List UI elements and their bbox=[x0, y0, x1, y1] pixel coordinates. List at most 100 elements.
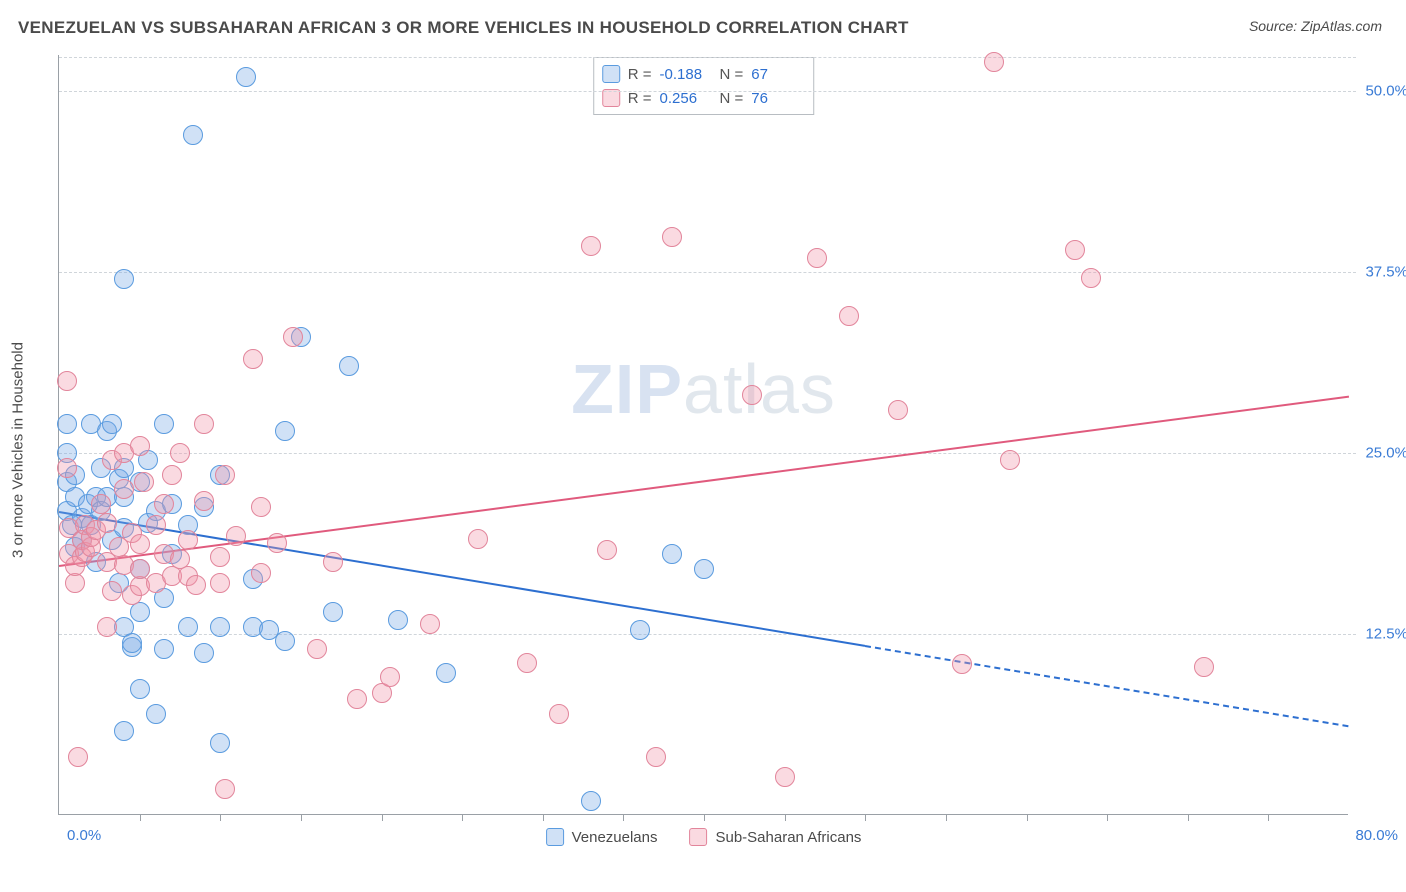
gridline bbox=[59, 453, 1356, 454]
data-point-subsaharan bbox=[283, 327, 303, 347]
trend-line-venezuelans bbox=[865, 645, 1349, 727]
data-point-venezuelans bbox=[662, 544, 682, 564]
x-axis-min-label: 0.0% bbox=[67, 827, 101, 844]
data-point-subsaharan bbox=[114, 479, 134, 499]
data-point-subsaharan bbox=[130, 436, 150, 456]
gridline bbox=[59, 57, 1356, 58]
data-point-subsaharan bbox=[215, 779, 235, 799]
data-point-subsaharan bbox=[517, 653, 537, 673]
data-point-subsaharan bbox=[839, 306, 859, 326]
data-point-venezuelans bbox=[183, 125, 203, 145]
data-point-subsaharan bbox=[1065, 240, 1085, 260]
data-point-venezuelans bbox=[275, 631, 295, 651]
gridline bbox=[59, 272, 1356, 273]
y-tick-label: 25.0% bbox=[1365, 445, 1406, 462]
data-point-subsaharan bbox=[1000, 450, 1020, 470]
data-point-subsaharan bbox=[807, 248, 827, 268]
y-tick-label: 37.5% bbox=[1365, 264, 1406, 281]
data-point-venezuelans bbox=[694, 559, 714, 579]
data-point-venezuelans bbox=[114, 269, 134, 289]
data-point-venezuelans bbox=[210, 733, 230, 753]
data-point-subsaharan bbox=[775, 767, 795, 787]
data-point-subsaharan bbox=[210, 547, 230, 567]
legend-swatch bbox=[602, 65, 620, 83]
x-tick bbox=[382, 814, 383, 821]
data-point-subsaharan bbox=[102, 581, 122, 601]
data-point-venezuelans bbox=[339, 356, 359, 376]
x-tick bbox=[785, 814, 786, 821]
plot-area: ZIPatlas R =-0.188N =67R =0.256N =76 Ven… bbox=[58, 55, 1348, 815]
x-tick bbox=[301, 814, 302, 821]
data-point-subsaharan bbox=[65, 573, 85, 593]
data-point-subsaharan bbox=[215, 465, 235, 485]
data-point-venezuelans bbox=[581, 791, 601, 811]
data-point-venezuelans bbox=[210, 617, 230, 637]
data-point-subsaharan bbox=[581, 236, 601, 256]
data-point-subsaharan bbox=[888, 400, 908, 420]
data-point-subsaharan bbox=[420, 614, 440, 634]
series-legend: Venezuelans Sub-Saharan Africans bbox=[546, 828, 862, 846]
data-point-subsaharan bbox=[162, 465, 182, 485]
data-point-venezuelans bbox=[323, 602, 343, 622]
trend-line-subsaharan bbox=[59, 395, 1349, 566]
data-point-subsaharan bbox=[1081, 268, 1101, 288]
data-point-subsaharan bbox=[984, 52, 1004, 72]
data-point-subsaharan bbox=[226, 526, 246, 546]
x-tick bbox=[1027, 814, 1028, 821]
x-tick bbox=[623, 814, 624, 821]
x-tick bbox=[140, 814, 141, 821]
data-point-subsaharan bbox=[130, 534, 150, 554]
data-point-venezuelans bbox=[130, 602, 150, 622]
data-point-venezuelans bbox=[436, 663, 456, 683]
data-point-subsaharan bbox=[243, 349, 263, 369]
data-point-venezuelans bbox=[236, 67, 256, 87]
n-label: N = bbox=[720, 66, 744, 83]
data-point-subsaharan bbox=[323, 552, 343, 572]
data-point-subsaharan bbox=[597, 540, 617, 560]
data-point-subsaharan bbox=[68, 747, 88, 767]
data-point-subsaharan bbox=[194, 414, 214, 434]
y-axis-label: 3 or more Vehicles in Household bbox=[10, 342, 27, 558]
chart-title: VENEZUELAN VS SUBSAHARAN AFRICAN 3 OR MO… bbox=[18, 18, 909, 38]
n-value: 67 bbox=[751, 66, 803, 83]
chart-container: 3 or more Vehicles in Household ZIPatlas… bbox=[48, 55, 1378, 845]
data-point-subsaharan bbox=[178, 530, 198, 550]
data-point-subsaharan bbox=[97, 617, 117, 637]
data-point-subsaharan bbox=[307, 639, 327, 659]
data-point-subsaharan bbox=[662, 227, 682, 247]
watermark: ZIPatlas bbox=[571, 349, 836, 429]
data-point-subsaharan bbox=[952, 654, 972, 674]
data-point-venezuelans bbox=[57, 414, 77, 434]
data-point-subsaharan bbox=[57, 371, 77, 391]
data-point-venezuelans bbox=[275, 421, 295, 441]
x-tick bbox=[946, 814, 947, 821]
x-axis-max-label: 80.0% bbox=[1355, 827, 1398, 844]
data-point-subsaharan bbox=[646, 747, 666, 767]
legend-label: Sub-Saharan Africans bbox=[715, 829, 861, 846]
source-label: Source: ZipAtlas.com bbox=[1249, 18, 1382, 34]
data-point-subsaharan bbox=[742, 385, 762, 405]
y-tick-label: 50.0% bbox=[1365, 83, 1406, 100]
x-tick bbox=[1107, 814, 1108, 821]
data-point-venezuelans bbox=[194, 643, 214, 663]
data-point-subsaharan bbox=[130, 559, 150, 579]
data-point-venezuelans bbox=[178, 617, 198, 637]
legend-label: Venezuelans bbox=[572, 829, 658, 846]
data-point-subsaharan bbox=[57, 458, 77, 478]
legend-item-subsaharan: Sub-Saharan Africans bbox=[689, 828, 861, 846]
data-point-venezuelans bbox=[154, 639, 174, 659]
data-point-subsaharan bbox=[97, 513, 117, 533]
data-point-subsaharan bbox=[347, 689, 367, 709]
data-point-subsaharan bbox=[170, 443, 190, 463]
x-tick bbox=[543, 814, 544, 821]
x-tick bbox=[220, 814, 221, 821]
data-point-subsaharan bbox=[91, 494, 111, 514]
data-point-subsaharan bbox=[468, 529, 488, 549]
data-point-subsaharan bbox=[380, 667, 400, 687]
data-point-venezuelans bbox=[130, 679, 150, 699]
x-tick bbox=[1188, 814, 1189, 821]
x-tick bbox=[865, 814, 866, 821]
legend-swatch bbox=[689, 828, 707, 846]
stats-row-venezuelans: R =-0.188N =67 bbox=[602, 62, 804, 86]
gridline bbox=[59, 91, 1356, 92]
